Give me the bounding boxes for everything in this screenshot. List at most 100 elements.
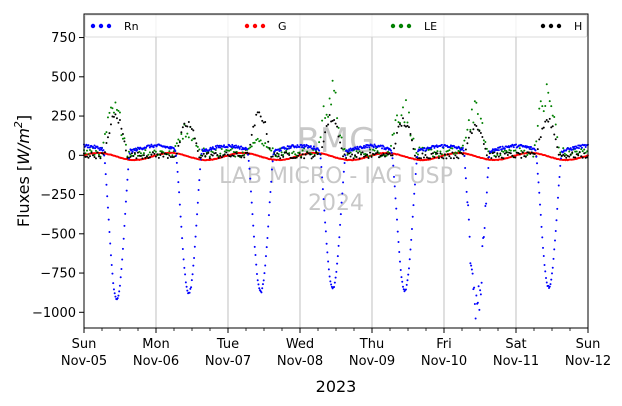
le-point bbox=[86, 149, 88, 152]
rn-point bbox=[462, 149, 465, 152]
rn-point bbox=[432, 145, 435, 148]
h-point bbox=[309, 153, 312, 156]
h-point bbox=[563, 154, 566, 157]
rn-point bbox=[176, 170, 179, 173]
legend-marker-rn bbox=[98, 23, 104, 29]
rn-point bbox=[253, 245, 256, 248]
rn-point bbox=[577, 147, 580, 150]
h-point bbox=[265, 133, 268, 136]
le-point bbox=[466, 128, 469, 131]
h-point bbox=[336, 125, 339, 128]
rn-point bbox=[423, 147, 426, 150]
le-point bbox=[123, 137, 126, 140]
le-point bbox=[241, 151, 244, 154]
rn-point bbox=[145, 146, 148, 149]
rn-point bbox=[200, 152, 203, 155]
rn-point bbox=[127, 157, 130, 160]
h-point bbox=[153, 152, 156, 155]
h-point bbox=[544, 120, 547, 123]
y-tick-label: 500 bbox=[51, 70, 76, 85]
h-point bbox=[250, 133, 253, 136]
h-point bbox=[349, 155, 352, 158]
le-point bbox=[577, 152, 580, 155]
le-point bbox=[99, 155, 102, 158]
le-point bbox=[256, 137, 259, 140]
h-point bbox=[466, 142, 469, 145]
rn-point bbox=[405, 283, 408, 286]
h-point bbox=[446, 153, 449, 156]
rn-point bbox=[353, 148, 356, 151]
h-point bbox=[509, 152, 512, 155]
rn-point bbox=[289, 146, 292, 149]
le-point bbox=[452, 152, 455, 155]
rn-point bbox=[512, 144, 515, 147]
h-point bbox=[542, 126, 545, 129]
rn-point bbox=[256, 279, 259, 282]
rn-point bbox=[296, 144, 299, 147]
rn-point bbox=[265, 246, 268, 249]
rn-point bbox=[257, 283, 260, 286]
rn-point bbox=[189, 287, 192, 290]
rn-point bbox=[272, 153, 275, 156]
rn-point bbox=[241, 148, 243, 151]
h-point bbox=[437, 157, 440, 160]
le-point bbox=[404, 99, 407, 102]
rn-point bbox=[390, 149, 393, 152]
h-point bbox=[541, 127, 544, 130]
rn-point bbox=[580, 146, 583, 149]
rn-point bbox=[583, 143, 586, 146]
rn-point bbox=[197, 188, 200, 191]
h-point bbox=[172, 156, 175, 159]
rn-point bbox=[232, 146, 235, 149]
rn-point bbox=[306, 146, 309, 149]
h-point bbox=[551, 125, 554, 128]
h-point bbox=[506, 154, 509, 157]
legend-marker-h bbox=[548, 23, 554, 29]
rn-point bbox=[544, 270, 547, 273]
rn-point bbox=[181, 248, 184, 251]
rn-point bbox=[400, 276, 403, 279]
rn-point bbox=[484, 204, 487, 207]
h-point bbox=[178, 141, 181, 144]
rn-point bbox=[535, 155, 538, 158]
le-point bbox=[331, 79, 334, 82]
rn-point bbox=[318, 149, 321, 152]
rn-point bbox=[574, 147, 577, 150]
rn-point bbox=[433, 146, 436, 149]
rn-point bbox=[411, 215, 414, 218]
rn-point bbox=[442, 146, 445, 149]
le-point bbox=[265, 145, 268, 148]
rn-point bbox=[413, 192, 416, 195]
le-point bbox=[181, 137, 184, 140]
rn-point bbox=[512, 146, 515, 149]
h-point bbox=[97, 155, 100, 158]
le-point bbox=[324, 117, 327, 120]
h-point bbox=[445, 157, 448, 160]
rn-point bbox=[412, 204, 415, 207]
h-point bbox=[285, 151, 288, 154]
watermark-line-3: 2024 bbox=[308, 191, 364, 216]
le-point bbox=[195, 144, 198, 147]
h-point bbox=[333, 119, 336, 122]
h-point bbox=[237, 154, 240, 157]
h-point bbox=[526, 151, 529, 154]
h-point bbox=[106, 136, 109, 139]
rn-point bbox=[183, 266, 186, 269]
rn-point bbox=[231, 143, 234, 146]
rn-point bbox=[282, 146, 285, 149]
rn-point bbox=[325, 242, 328, 245]
le-point bbox=[192, 137, 195, 140]
h-point bbox=[460, 152, 463, 154]
le-point bbox=[106, 116, 109, 119]
le-point bbox=[363, 153, 366, 156]
rn-point bbox=[571, 148, 574, 151]
h-point bbox=[556, 146, 559, 149]
rn-point bbox=[304, 145, 307, 148]
le-point bbox=[159, 150, 162, 153]
h-point bbox=[87, 156, 90, 159]
h-point bbox=[419, 157, 422, 160]
le-point bbox=[271, 147, 274, 150]
rn-point bbox=[416, 155, 419, 158]
h-point bbox=[295, 156, 298, 159]
